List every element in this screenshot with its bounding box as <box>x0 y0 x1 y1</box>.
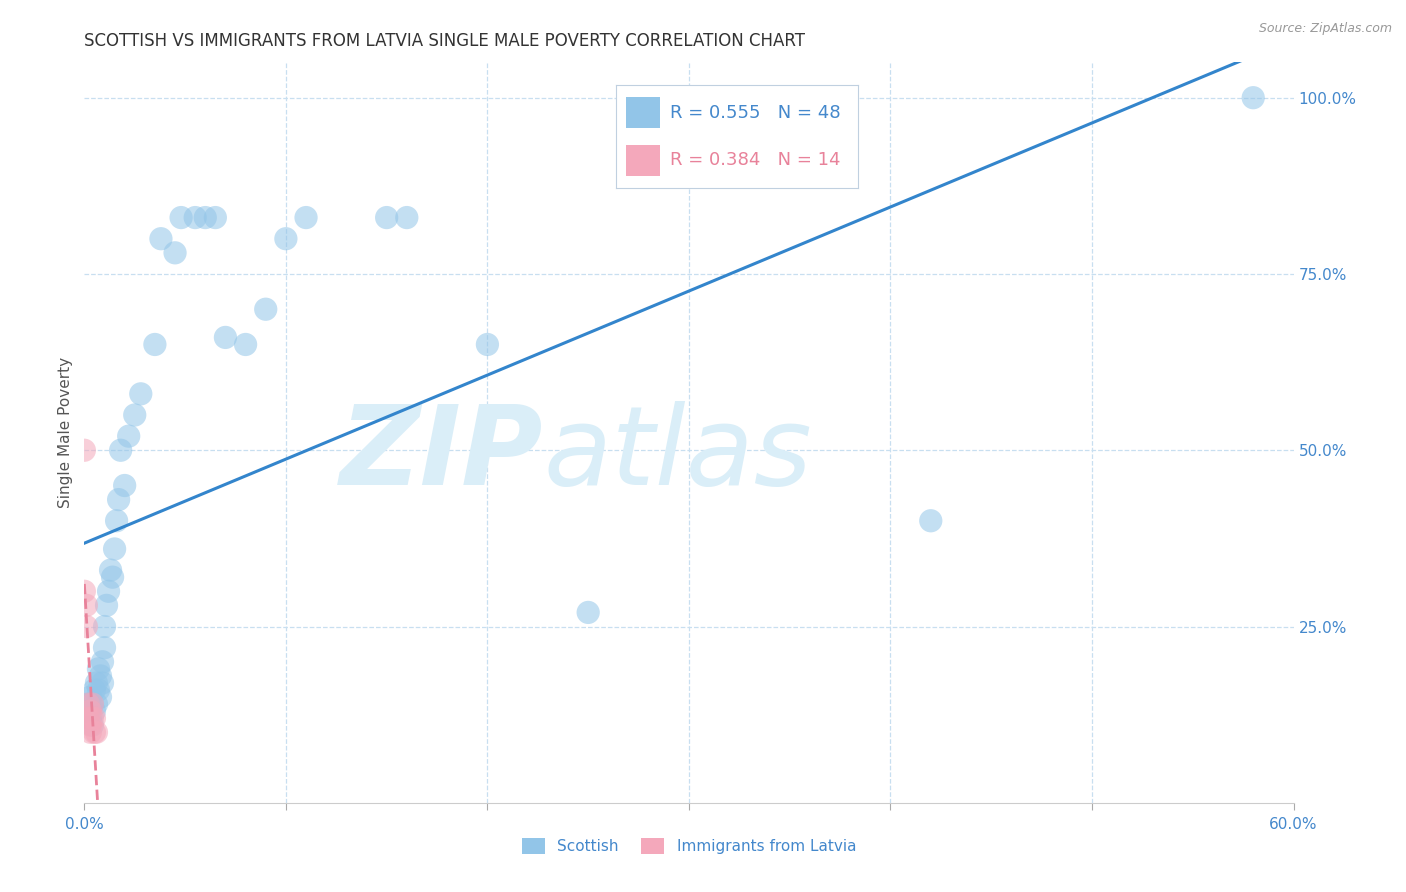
Point <box>107 492 129 507</box>
Point <box>82 718 104 732</box>
Point <box>83 725 105 739</box>
Point <box>129 387 152 401</box>
Point <box>274 232 297 246</box>
Point <box>79 704 101 718</box>
Point <box>375 211 398 225</box>
Point <box>89 669 111 683</box>
Point <box>93 640 115 655</box>
Point <box>105 514 128 528</box>
Point <box>87 683 110 698</box>
Point <box>920 514 942 528</box>
Point <box>97 584 120 599</box>
Point <box>82 711 104 725</box>
Point <box>77 711 100 725</box>
Point <box>75 599 97 613</box>
Point <box>86 676 108 690</box>
Point <box>93 619 115 633</box>
Y-axis label: Single Male Poverty: Single Male Poverty <box>58 357 73 508</box>
Point <box>96 599 118 613</box>
Legend: Scottish, Immigrants from Latvia: Scottish, Immigrants from Latvia <box>522 838 856 855</box>
Point <box>79 725 101 739</box>
Point <box>477 337 499 351</box>
Point <box>194 211 217 225</box>
Point <box>1241 91 1264 105</box>
Point <box>204 211 226 225</box>
Point <box>576 606 599 620</box>
Point <box>101 570 124 584</box>
Point <box>295 211 318 225</box>
Point <box>165 245 187 260</box>
Point <box>89 690 111 704</box>
Point <box>100 563 122 577</box>
Point <box>79 711 101 725</box>
Text: Source: ZipAtlas.com: Source: ZipAtlas.com <box>1258 22 1392 36</box>
Point <box>73 584 96 599</box>
Text: atlas: atlas <box>544 401 813 508</box>
Point <box>214 330 236 344</box>
Point <box>118 429 141 443</box>
Point <box>110 443 132 458</box>
Point <box>77 697 100 711</box>
Point <box>91 676 114 690</box>
Point <box>83 711 105 725</box>
Point <box>75 704 97 718</box>
Point <box>86 725 108 739</box>
Point <box>114 478 136 492</box>
Point <box>170 211 193 225</box>
Point <box>82 697 104 711</box>
Point <box>143 337 166 351</box>
Point <box>79 690 101 704</box>
Point <box>254 302 277 317</box>
Point <box>149 232 172 246</box>
Point <box>86 697 108 711</box>
Point <box>104 541 127 556</box>
Point <box>83 704 105 718</box>
Point <box>79 718 101 732</box>
Point <box>395 211 418 225</box>
Text: ZIP: ZIP <box>340 401 544 508</box>
Point <box>82 697 104 711</box>
Point <box>77 697 100 711</box>
Text: SCOTTISH VS IMMIGRANTS FROM LATVIA SINGLE MALE POVERTY CORRELATION CHART: SCOTTISH VS IMMIGRANTS FROM LATVIA SINGL… <box>84 32 806 50</box>
Point <box>83 683 105 698</box>
Point <box>235 337 257 351</box>
Point <box>184 211 207 225</box>
Point <box>91 655 114 669</box>
Point <box>73 443 96 458</box>
Point <box>75 619 97 633</box>
Point <box>124 408 146 422</box>
Point <box>87 662 110 676</box>
